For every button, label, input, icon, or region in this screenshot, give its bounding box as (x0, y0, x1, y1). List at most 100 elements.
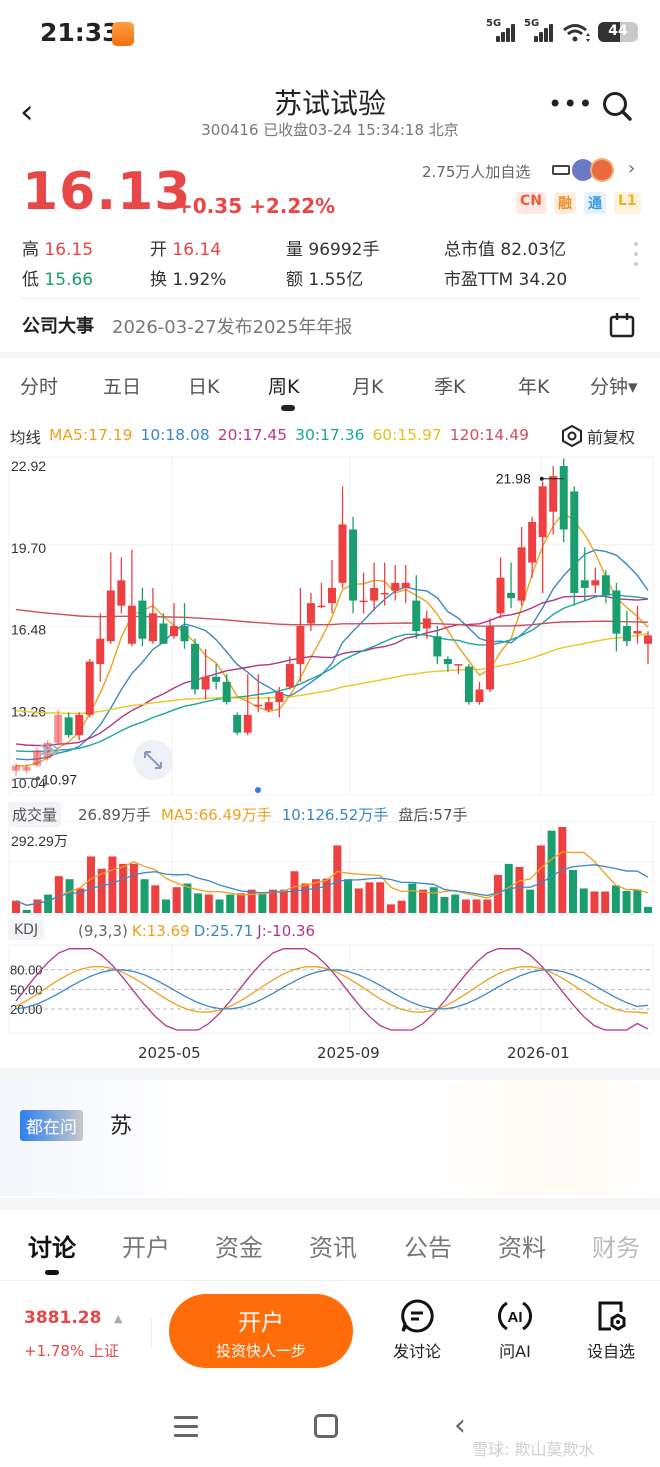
ma-legend: 均线 MA5:17.19 10:18.08 20:17.45 30:17.36 60:1… (10, 426, 529, 448)
ask-text[interactable]: 苏 (110, 1114, 133, 1139)
content-tab[interactable]: 资讯 (309, 1234, 357, 1262)
content-tab[interactable]: 公告 (404, 1234, 452, 1262)
kdj-j: J:-10.36 (257, 922, 316, 940)
wifi-icon (563, 24, 590, 42)
content-tab[interactable]: 讨论 (28, 1234, 76, 1262)
ma-value: 30:17.36 (295, 426, 365, 444)
chart-tab[interactable]: 分时 (20, 376, 59, 398)
add-watchlist-button[interactable]: 设自选 (576, 1298, 646, 1362)
kdj-d: D:25.71 (193, 922, 254, 940)
settings-hex-icon (562, 425, 582, 447)
content-tab[interactable]: 财务 (592, 1234, 640, 1262)
chart-tab[interactable]: 五日 (103, 376, 142, 398)
stock-tag[interactable]: CN (516, 192, 546, 214)
expand-stats-icon[interactable] (634, 242, 638, 272)
kline-chart[interactable]: 22.9219.7016.4813.2610.0421.9810.97292.2… (0, 455, 660, 1045)
status-time: 21:33 (40, 18, 120, 47)
svg-text:10.97: 10.97 (42, 771, 77, 787)
volume-stat: 量 96992手 (286, 239, 380, 260)
high-label: 高 (22, 239, 39, 260)
low-label: 低 (22, 269, 39, 290)
index-change[interactable]: +1.78% 上证 (24, 1342, 119, 1360)
content-tab[interactable]: 开户 (122, 1234, 170, 1262)
watermark: 雪球: 欺山莫欺水 (472, 1440, 595, 1459)
section-gap (0, 352, 660, 358)
chart-tab[interactable]: 周K (268, 376, 300, 398)
svg-text:AI: AI (508, 1309, 523, 1326)
ma-legend-label: 均线 (10, 429, 42, 447)
divider (20, 298, 640, 299)
index-value[interactable]: 3881.28 (24, 1308, 102, 1328)
amount-stat: 额 1.55亿 (286, 269, 364, 290)
back-button[interactable]: ‹ (20, 92, 34, 132)
section-gap (0, 1068, 660, 1080)
stock-code-status: 300416 已收盘03-24 15:34:18 北京 (201, 121, 459, 139)
avatar (590, 158, 614, 182)
up-arrow-icon: ▲ (114, 1312, 123, 1325)
price-change: +0.35 +2.22% (176, 194, 336, 218)
volume-ma10: 10:126.52万手 (281, 806, 389, 824)
stock-tag[interactable]: 通 (584, 192, 606, 214)
company-events-title[interactable]: 公司大事 (22, 316, 94, 337)
ma-value: MA5:17.19 (49, 426, 133, 444)
kdj-indicator-label[interactable]: KDJ (8, 920, 45, 940)
adjust-label: 前复权 (587, 428, 636, 447)
post-discussion-button[interactable]: 发讨论 (382, 1298, 452, 1362)
content-tab[interactable]: 资料 (498, 1234, 546, 1262)
adjust-toggle[interactable]: 前复权 (561, 424, 635, 448)
stock-tag[interactable]: 融 (554, 192, 576, 214)
avatar (572, 159, 594, 181)
content-tab[interactable]: 资金 (215, 1234, 263, 1262)
home-button[interactable] (314, 1414, 338, 1438)
stock-tag[interactable]: L1 (614, 192, 641, 214)
content-tabs: 讨论 开户 资金 资讯 公告 资料 财务 (0, 1228, 660, 1268)
volume-legend: 26.89万手 MA5:66.49万手 10:126.52万手 盘后:57手 (78, 804, 468, 825)
battery-icon: 44 (598, 22, 638, 42)
chat-bubble-icon (401, 1299, 434, 1333)
search-icon[interactable] (602, 91, 632, 121)
svg-text:21.98: 21.98 (496, 471, 531, 487)
ask-ai-label: 问AI (499, 1342, 531, 1361)
volume-ma5: MA5:66.49万手 (160, 806, 272, 824)
stock-name-title: 苏试试验 (273, 87, 386, 120)
system-back-button[interactable]: ‹ (454, 1408, 466, 1443)
open-value: 16.14 (172, 239, 222, 260)
ma-value: 20:17.45 (217, 426, 288, 444)
signal-icon-sim2: 5G (524, 18, 554, 44)
volume-indicator-label[interactable]: 成交量 (8, 802, 62, 827)
company-event-text[interactable]: 2026-03-27发布2025年年报 (112, 317, 353, 338)
ask-ai-button[interactable]: AI 问AI (480, 1298, 550, 1362)
svg-text:50.00: 50.00 (10, 982, 43, 997)
ask-card[interactable] (0, 1080, 660, 1196)
svg-text:292.29万: 292.29万 (11, 833, 68, 849)
watchlist-label: 设自选 (586, 1342, 635, 1361)
open-account-button[interactable]: 开户 投资快人一步 (169, 1294, 353, 1368)
calendar-icon[interactable] (608, 311, 636, 339)
signal-icon-sim1: 5G (486, 18, 516, 44)
more-options-button[interactable]: ••• (548, 90, 594, 118)
chart-tab[interactable]: 季K (434, 376, 466, 398)
svg-text:10.04: 10.04 (11, 775, 46, 791)
chart-tab[interactable]: 年K (518, 376, 550, 398)
divider (0, 1280, 660, 1281)
watchlist-count[interactable]: 2.75万人加自选 (422, 163, 531, 181)
chart-tab[interactable]: 月K (352, 376, 384, 398)
divider (151, 1318, 152, 1348)
after-hours-volume: 盘后:57手 (398, 806, 468, 824)
svg-text:19.70: 19.70 (11, 540, 46, 556)
x-axis-label: 2025-05 (138, 1044, 201, 1062)
current-price: 16.13 (22, 162, 192, 222)
chevron-right-icon[interactable]: › (628, 158, 636, 179)
open-account-title: 开户 (238, 1310, 284, 1336)
ma-value: 10:18.08 (140, 426, 210, 444)
active-tab-indicator (45, 1270, 59, 1275)
follower-avatars[interactable] (552, 158, 614, 182)
chart-tab[interactable]: 日K (188, 376, 220, 398)
open-account-subtitle: 投资快人一步 (215, 1342, 306, 1360)
post-label: 发讨论 (392, 1342, 441, 1361)
chart-tab[interactable]: 分钟▾ (590, 376, 638, 398)
svg-text:80.00: 80.00 (10, 963, 43, 978)
x-axis-label: 2025-09 (317, 1044, 380, 1062)
recent-apps-button[interactable] (174, 1416, 198, 1443)
